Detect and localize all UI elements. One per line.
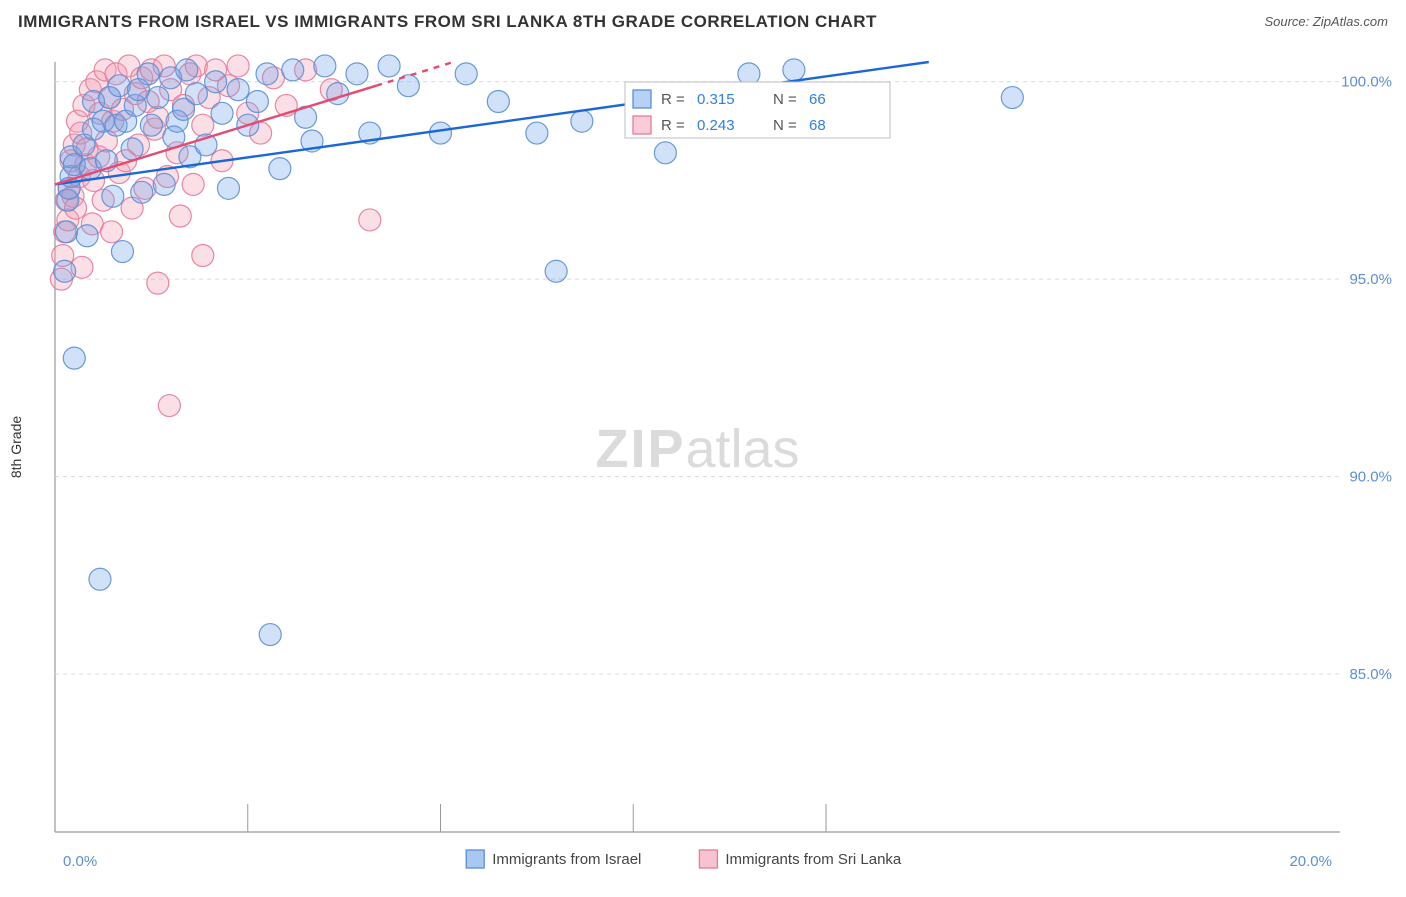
data-point (259, 624, 281, 646)
legend-swatch (633, 116, 651, 134)
data-point (1001, 87, 1023, 109)
data-point (158, 395, 180, 417)
stat-label: N = (773, 91, 797, 108)
data-point (455, 63, 477, 85)
data-point (192, 244, 214, 266)
data-point (89, 568, 111, 590)
data-point (182, 173, 204, 195)
chart-source: Source: ZipAtlas.com (1264, 14, 1388, 29)
data-point (147, 272, 169, 294)
data-point (147, 87, 169, 109)
data-point (378, 55, 400, 77)
data-point (654, 142, 676, 164)
data-point (102, 185, 124, 207)
data-point (526, 122, 548, 144)
data-point (63, 347, 85, 369)
data-point (327, 83, 349, 105)
chart-header: IMMIGRANTS FROM ISRAEL VS IMMIGRANTS FRO… (0, 0, 1406, 40)
legend-swatch (466, 850, 484, 868)
data-point (131, 181, 153, 203)
stat-n-value: 66 (809, 91, 826, 108)
data-point (571, 110, 593, 132)
data-point (211, 102, 233, 124)
data-point (54, 260, 76, 282)
data-point (153, 173, 175, 195)
stat-label: N = (773, 117, 797, 134)
data-point (545, 260, 567, 282)
stat-r-value: 0.315 (697, 91, 735, 108)
data-point (269, 158, 291, 180)
data-point (192, 114, 214, 136)
data-point (101, 221, 123, 243)
correlation-scatter-chart: 85.0% 90.0% 95.0% 100.0% 0.0% 20.0% 8th Grade Z… (0, 44, 1406, 892)
data-point (282, 59, 304, 81)
data-point (314, 55, 336, 77)
y-tick-label: 85.0% (1349, 666, 1392, 683)
data-point (140, 114, 162, 136)
x-tick-label: 20.0% (1289, 853, 1332, 870)
data-point (56, 221, 78, 243)
data-point (185, 83, 207, 105)
data-point (205, 71, 227, 93)
stat-label: R = (661, 117, 685, 134)
legend-label: Immigrants from Sri Lanka (725, 851, 902, 868)
y-tick-label: 95.0% (1349, 271, 1392, 288)
legend-swatch (699, 850, 717, 868)
data-point (359, 209, 381, 231)
chart-title: IMMIGRANTS FROM ISRAEL VS IMMIGRANTS FRO… (18, 12, 877, 31)
series-0 (54, 55, 1024, 646)
data-point (111, 241, 133, 263)
data-point (137, 63, 159, 85)
stat-label: R = (661, 91, 685, 108)
data-point (246, 90, 268, 112)
data-point (121, 138, 143, 160)
data-point (108, 75, 130, 97)
data-point (783, 59, 805, 81)
chart-container: 85.0% 90.0% 95.0% 100.0% 0.0% 20.0% 8th Grade Z… (0, 44, 1406, 892)
stat-r-value: 0.243 (697, 117, 735, 134)
data-point (346, 63, 368, 85)
x-tick-label: 0.0% (63, 853, 97, 870)
source-name: ZipAtlas.com (1313, 14, 1388, 29)
data-point (76, 225, 98, 247)
data-point (227, 79, 249, 101)
data-point (169, 205, 191, 227)
source-prefix: Source: (1264, 14, 1312, 29)
stat-n-value: 68 (809, 117, 826, 134)
y-axis-label: 8th Grade (8, 416, 24, 478)
data-point (227, 55, 249, 77)
legend-label: Immigrants from Israel (492, 851, 641, 868)
data-point (217, 177, 239, 199)
y-tick-label: 100.0% (1341, 74, 1392, 91)
data-point (176, 59, 198, 81)
data-point (256, 63, 278, 85)
watermark: ZIPatlas (595, 419, 799, 479)
data-point (430, 122, 452, 144)
legend-swatch (633, 90, 651, 108)
y-tick-label: 90.0% (1349, 469, 1392, 486)
data-point (487, 90, 509, 112)
